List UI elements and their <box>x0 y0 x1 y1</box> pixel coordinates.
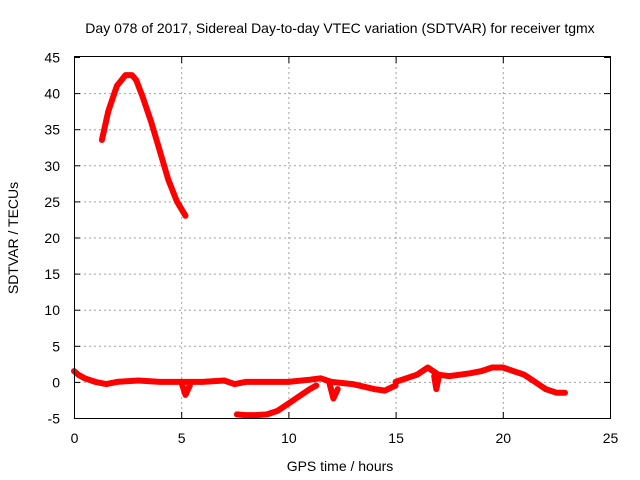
x-tick-label: 10 <box>281 430 297 446</box>
y-tick-label: 20 <box>44 230 60 246</box>
series-negative-segment <box>233 382 320 419</box>
series-baseline-early <box>71 368 399 394</box>
y-tick-label: 35 <box>44 122 60 138</box>
chart-title: Day 078 of 2017, Sidereal Day-to-day VTE… <box>85 20 594 36</box>
series-high-arc <box>98 72 189 219</box>
x-tick-label: 5 <box>178 430 186 446</box>
y-tick-label: 5 <box>52 338 60 354</box>
ticks: 0 5 10 15 20 25 -5 0 5 10 15 20 25 30 35 40 45 <box>44 50 618 447</box>
x-tick-label: 25 <box>603 430 619 446</box>
x-tick-label: 20 <box>496 430 512 446</box>
series-dip-1 <box>178 378 193 398</box>
y-tick-label: 30 <box>44 158 60 174</box>
x-tick-label: 0 <box>71 430 79 446</box>
series-baseline-late <box>392 364 568 396</box>
y-tick-label: 40 <box>44 86 60 102</box>
y-tick-label: 0 <box>52 374 60 390</box>
y-tick-label: 45 <box>44 50 60 66</box>
series-layer <box>71 72 568 419</box>
x-tick-label: 15 <box>388 430 404 446</box>
y-tick-label: 10 <box>44 302 60 318</box>
grid <box>74 57 610 418</box>
y-tick-label: -5 <box>48 411 61 427</box>
y-axis-label: SDTVAR / TECUs <box>5 182 21 294</box>
series-dip-3 <box>431 373 442 393</box>
y-tick-label: 15 <box>44 266 60 282</box>
y-tick-label: 25 <box>44 194 60 210</box>
x-axis-label: GPS time / hours <box>287 458 394 474</box>
series-dip-2 <box>326 378 341 402</box>
